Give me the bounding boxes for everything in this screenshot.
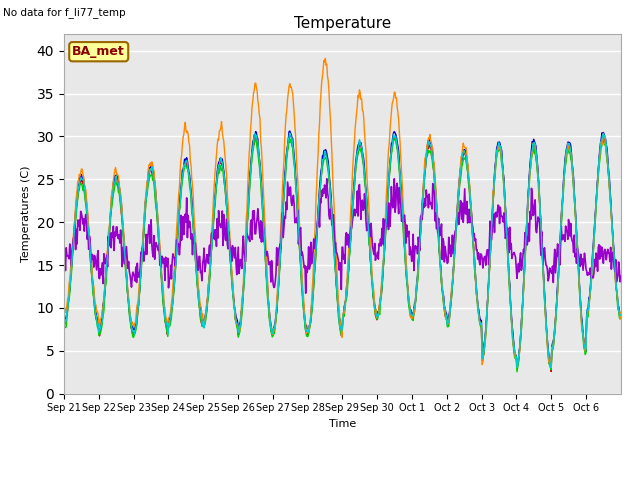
Tsonic: [401, 220, 409, 226]
PanelT: [286, 128, 294, 134]
AirT: [432, 192, 440, 198]
li75_t: [321, 56, 329, 61]
AirT: [255, 156, 263, 162]
AirT: [401, 243, 408, 249]
Tsonic: [302, 290, 310, 296]
NR01_PRT: [286, 130, 294, 136]
AirT: [228, 275, 236, 280]
li75_t: [401, 229, 408, 235]
li75_t: [255, 111, 263, 117]
AM25T_PRT: [252, 135, 259, 141]
NR01_PRT: [228, 275, 236, 281]
li75_t: [547, 365, 555, 371]
Line: AM25T_PRT: AM25T_PRT: [64, 138, 621, 372]
Line: AirT: AirT: [64, 135, 621, 372]
AM25T_PRT: [60, 324, 68, 330]
AM25T_PRT: [401, 245, 408, 251]
Tsonic: [228, 259, 236, 264]
NR01_PRT: [60, 323, 68, 328]
AirT: [60, 321, 68, 327]
AirT: [125, 309, 133, 314]
Tsonic: [323, 176, 331, 181]
Tsonic: [276, 241, 284, 247]
AM25T_PRT: [228, 278, 236, 284]
PanelT: [401, 240, 408, 246]
Text: BA_met: BA_met: [72, 45, 125, 58]
PanelT: [125, 307, 133, 313]
li75_t: [125, 300, 133, 306]
li75_t: [617, 309, 625, 315]
Text: No data for f_li77_temp: No data for f_li77_temp: [3, 7, 126, 18]
NR01_PRT: [401, 242, 408, 248]
Line: Tsonic: Tsonic: [64, 179, 621, 293]
PanelT: [228, 271, 236, 276]
Line: PanelT: PanelT: [64, 131, 621, 364]
AM25T_PRT: [277, 243, 285, 249]
PanelT: [432, 188, 440, 193]
Title: Temperature: Temperature: [294, 16, 391, 31]
AirT: [286, 132, 294, 138]
NR01_PRT: [255, 155, 263, 160]
Tsonic: [433, 226, 440, 231]
Tsonic: [255, 227, 263, 232]
AirT: [617, 311, 625, 316]
PanelT: [60, 321, 68, 326]
Line: NR01_PRT: NR01_PRT: [64, 133, 621, 368]
PanelT: [617, 314, 625, 320]
PanelT: [276, 252, 284, 257]
AM25T_PRT: [617, 316, 625, 322]
AirT: [276, 252, 284, 257]
X-axis label: Time: Time: [329, 419, 356, 429]
AM25T_PRT: [256, 169, 264, 175]
AirT: [547, 369, 555, 374]
PanelT: [547, 361, 555, 367]
Y-axis label: Temperatures (C): Temperatures (C): [21, 165, 31, 262]
NR01_PRT: [547, 365, 554, 371]
li75_t: [228, 265, 236, 271]
li75_t: [60, 309, 68, 314]
NR01_PRT: [125, 307, 133, 312]
NR01_PRT: [617, 312, 625, 318]
li75_t: [432, 184, 440, 190]
AM25T_PRT: [513, 369, 521, 374]
NR01_PRT: [432, 191, 440, 196]
Tsonic: [617, 274, 625, 279]
AM25T_PRT: [432, 196, 440, 202]
AM25T_PRT: [125, 312, 133, 318]
Line: li75_t: li75_t: [64, 59, 621, 368]
PanelT: [255, 155, 263, 161]
Tsonic: [125, 269, 133, 275]
NR01_PRT: [276, 250, 284, 256]
Tsonic: [60, 261, 68, 266]
li75_t: [276, 234, 284, 240]
